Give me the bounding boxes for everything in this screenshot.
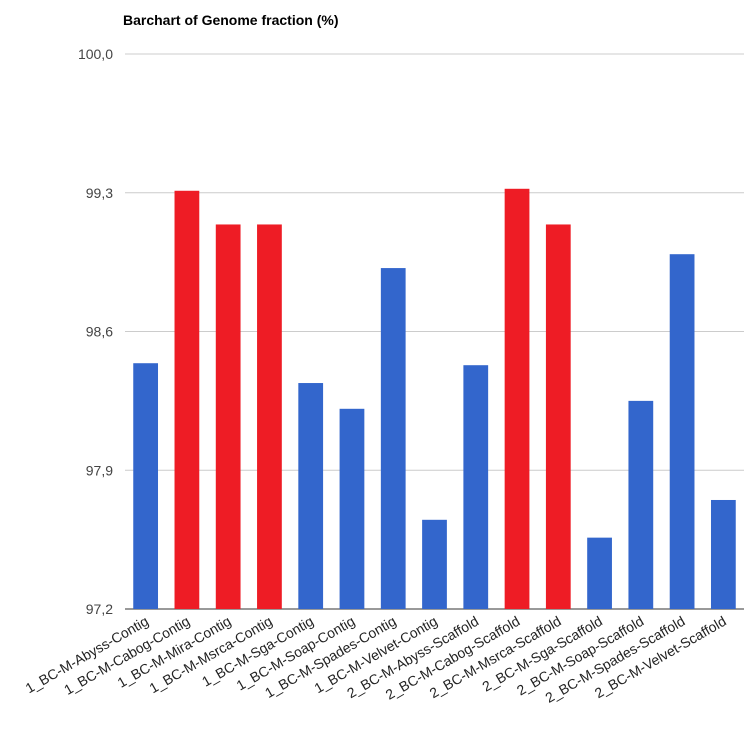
bar xyxy=(215,224,241,609)
y-tick-label: 97,9 xyxy=(86,462,113,478)
bar xyxy=(504,188,530,610)
y-tick-label: 97,2 xyxy=(86,601,113,617)
y-tick-label: 98,6 xyxy=(86,324,113,340)
bar xyxy=(669,254,695,610)
bar xyxy=(628,400,654,609)
bar xyxy=(463,365,489,609)
y-axis-ticks: 97,2 97,9 98,6 99,3 100,0 xyxy=(78,46,113,617)
y-tick-label: 100,0 xyxy=(78,46,113,62)
bar xyxy=(545,224,571,609)
y-tick-label: 99,3 xyxy=(86,185,113,201)
bars xyxy=(133,188,736,610)
bar xyxy=(587,537,612,609)
bar xyxy=(339,408,365,609)
bar xyxy=(422,519,447,609)
bar xyxy=(298,383,324,609)
chart-title: Barchart of Genome fraction (%) xyxy=(123,12,338,28)
bar xyxy=(380,268,406,609)
bar xyxy=(257,224,282,609)
x-axis-labels: 1_BC-M-Abyss-Contig1_BC-M-Cabog-Contig1_… xyxy=(23,613,729,706)
bar xyxy=(174,190,200,609)
bar xyxy=(710,499,736,609)
bar xyxy=(133,363,159,609)
